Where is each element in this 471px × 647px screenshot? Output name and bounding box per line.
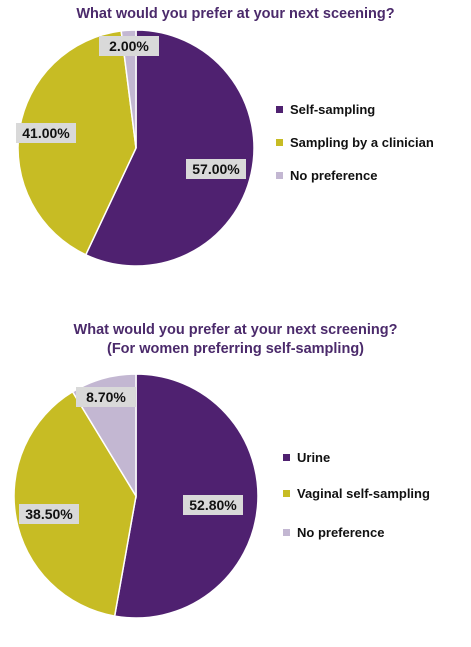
chart2-legend-swatch [283, 454, 290, 461]
chart1-data-label-box [16, 123, 76, 143]
chart1-data-label-text: 57.00% [192, 161, 240, 177]
chart1-slice-self-sampling [84, 29, 255, 267]
chart2-subtitle: (For women preferring self-sampling) [107, 341, 364, 357]
chart1-legend-label: Sampling by a clinician [290, 135, 434, 150]
chart2-data-label-text: 8.70% [86, 389, 126, 405]
chart1-legend-swatch [276, 139, 283, 146]
chart1-data-label-box [186, 159, 246, 179]
chart2-legend-swatch [283, 490, 290, 497]
chart1-legend-swatch [276, 172, 283, 179]
chart1-legend-label: Self-sampling [290, 102, 375, 117]
chart1-data-label: 2.00% [99, 36, 159, 56]
chart1-legend-swatch [276, 106, 283, 113]
chart2-data-label-text: 52.80% [189, 497, 237, 513]
chart1-data-label: 57.00% [186, 159, 246, 179]
chart1-data-label-box [99, 36, 159, 56]
chart2-slice-vaginal-self-sampling [13, 390, 137, 617]
chart2-data-label: 38.50% [19, 504, 79, 524]
chart1-data-label-text: 2.00% [109, 38, 149, 54]
chart1-slice-no-preference [120, 29, 137, 149]
chart2-data-label-box [19, 504, 79, 524]
chart2-data-label-box [183, 495, 243, 515]
chart1-title: What would you prefer at your next sceen… [76, 6, 395, 22]
chart2-legend-swatch [283, 529, 290, 536]
chart2-data-label: 8.70% [76, 387, 136, 407]
chart2-data-label-box [76, 387, 136, 407]
chart2-data-label: 52.80% [183, 495, 243, 515]
chart2-legend-label: Vaginal self-sampling [297, 486, 430, 501]
chart1-data-label-text: 41.00% [22, 125, 70, 141]
chart2-data-label-text: 38.50% [25, 506, 73, 522]
chart2-legend-label: No preference [297, 525, 384, 540]
chart2-legend-label: Urine [297, 450, 330, 465]
chart2-title: What would you prefer at your next scree… [73, 322, 398, 338]
chart1-legend-label: No preference [290, 168, 377, 183]
chart1-data-label: 41.00% [16, 123, 76, 143]
